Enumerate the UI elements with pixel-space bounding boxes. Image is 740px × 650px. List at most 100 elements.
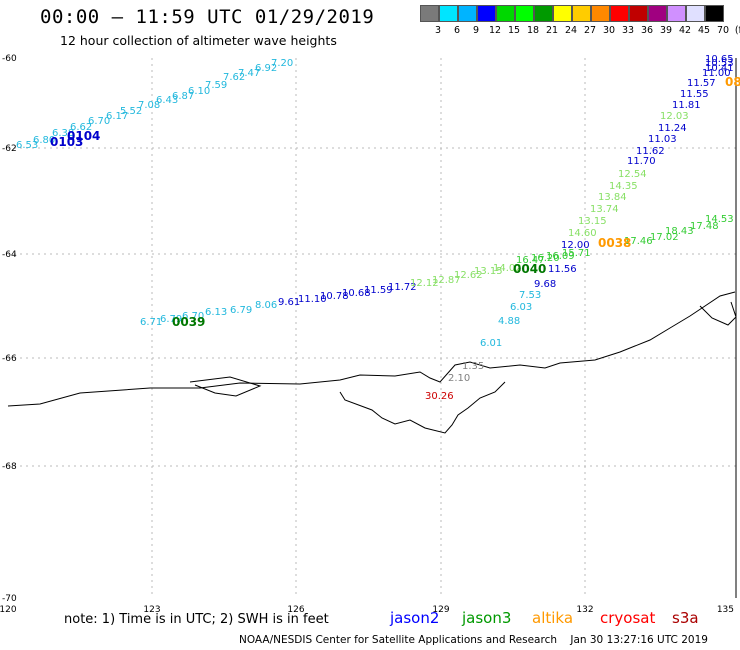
scale-swatch [553, 5, 572, 22]
wave-height-point: 6.53 [16, 140, 38, 151]
coastline-west-bay [189, 376, 262, 397]
scale-swatch [572, 5, 591, 22]
scale-swatch [496, 5, 515, 22]
legend-note: note: 1) Time is in UTC; 2) SWH is in fe… [64, 612, 329, 627]
wave-height-point: 9.61 [278, 297, 300, 308]
wave-height-point: 13.15 [474, 266, 503, 277]
wave-height-point: 6.79 [230, 305, 252, 316]
satellite-altika: altika [532, 609, 574, 627]
lat-label: -70 [2, 594, 17, 604]
lon-label: 135 [717, 605, 734, 615]
pass-time-label: 0038 [598, 236, 631, 250]
wave-height-point: 13.84 [598, 192, 627, 203]
coastline-bay [339, 381, 506, 434]
scale-swatch [705, 5, 724, 22]
wave-height-point: 2.10 [448, 373, 470, 384]
wave-height-point: 14.53 [705, 214, 734, 225]
wave-height-point: 6.87 [172, 91, 194, 102]
wave-height-point: 14.60 [568, 228, 597, 239]
wave-height-point: 10.68 [342, 288, 371, 299]
wave-height-point: 6.01 [480, 338, 502, 349]
scale-label: 42 [678, 25, 692, 36]
wave-height-point: 6.62 [70, 122, 92, 133]
wave-height-labels: 6.536.806.386.626.706.175.527.086.436.87… [16, 54, 740, 402]
lat-label: -62 [2, 144, 17, 154]
wave-height-point: 30.26 [425, 391, 454, 402]
lon-label: 120 [0, 605, 17, 615]
wave-height-point: 7.47 [238, 68, 260, 79]
wave-height-point: 11.81 [672, 100, 701, 111]
wave-height-point: 12.12 [410, 278, 439, 289]
pass-time-label: 0040 [513, 262, 546, 276]
scale-label: 36 [640, 25, 654, 36]
wave-height-point: 18.43 [665, 226, 694, 237]
wave-height-point: 6.79 [160, 314, 182, 325]
wave-height-point: 11.10 [298, 294, 327, 305]
wave-height-point: 6.43 [156, 95, 178, 106]
scale-label: 15 [507, 25, 521, 36]
wave-height-point: 6.70 [88, 116, 110, 127]
scale-label: (ft) [734, 25, 740, 36]
scale-swatch [458, 5, 477, 22]
wave-height-point: 11.59 [364, 285, 393, 296]
wave-height-point: 12.87 [432, 275, 461, 286]
wave-height-point: 14.02 [493, 263, 522, 274]
wave-height-point: 13.74 [590, 204, 619, 215]
lat-label: -66 [2, 354, 17, 364]
wave-height-point: 12.03 [660, 111, 689, 122]
scale-label: 33 [621, 25, 635, 36]
scale-label: 30 [602, 25, 616, 36]
pass-time-label: 0104 [67, 129, 100, 143]
satellite-s3a: s3a [672, 609, 699, 627]
scale-label: 39 [659, 25, 673, 36]
scale-label: 70 [716, 25, 730, 36]
scale-swatch [439, 5, 458, 22]
page-subtitle: 12 hour collection of altimeter wave hei… [60, 33, 337, 48]
wave-height-point: 11.56 [548, 264, 577, 275]
scale-swatch [667, 5, 686, 22]
wave-height-point: 16.09 [546, 251, 575, 262]
wave-height-point: 12.62 [454, 270, 483, 281]
wave-height-point: 11.00 [702, 68, 731, 79]
scale-label: 9 [472, 25, 480, 36]
wave-height-point: 10.65 [705, 54, 734, 65]
scale-label: 3 [434, 25, 442, 36]
lat-label: -68 [2, 462, 17, 472]
wave-height-point: 11.70 [627, 156, 656, 167]
lon-label: 126 [287, 605, 304, 615]
wave-height-point: 7.53 [519, 290, 541, 301]
scale-swatch [477, 5, 496, 22]
wave-height-point: 11.62 [636, 146, 665, 157]
wave-height-point: 6.71 [140, 317, 162, 328]
scale-label: 18 [526, 25, 540, 36]
scale-label: 45 [697, 25, 711, 36]
wave-height-point: 7.62 [223, 72, 245, 83]
scale-swatch [648, 5, 667, 22]
wave-height-point: 7.08 [138, 100, 160, 111]
scale-swatch [591, 5, 610, 22]
wave-height-point: 11.57 [687, 78, 716, 89]
wave-height-point: 11.72 [388, 282, 417, 293]
lat-label: -60 [2, 54, 17, 64]
wave-height-point: 11.24 [658, 123, 687, 134]
scale-label: 27 [583, 25, 597, 36]
pass-time-label: 0039 [172, 315, 205, 329]
lon-label: 129 [432, 605, 449, 615]
wave-height-point: 16.20 [531, 253, 560, 264]
scale-swatch [534, 5, 553, 22]
scale-label: 21 [545, 25, 559, 36]
scale-swatch [629, 5, 648, 22]
wave-height-point: 8.06 [255, 300, 277, 311]
scale-swatch [610, 5, 629, 22]
wave-height-point: 1.35 [462, 361, 484, 372]
scale-label: 12 [488, 25, 502, 36]
wave-height-point: 7.20 [271, 58, 293, 69]
scale-label: 6 [453, 25, 461, 36]
wave-height-point: 11.55 [680, 89, 709, 100]
footer-credit: NOAA/NESDIS Center for Satellite Applica… [239, 634, 708, 646]
wave-height-point: 15.71 [562, 248, 591, 259]
lat-label: -64 [2, 250, 17, 260]
wave-height-point: 12.54 [618, 169, 647, 180]
